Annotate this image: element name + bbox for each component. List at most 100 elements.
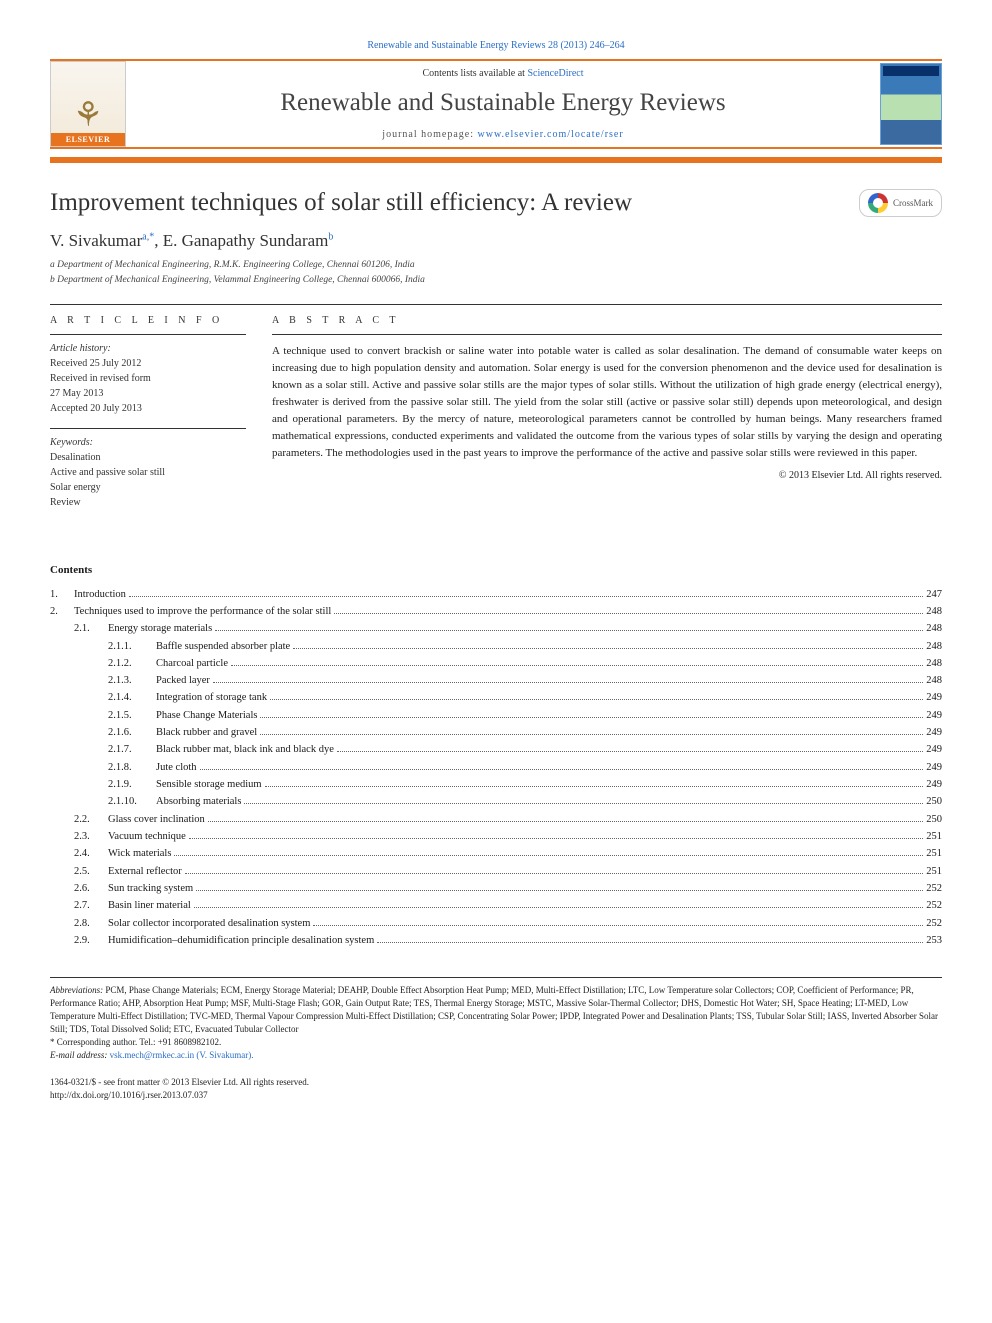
toc-label: Glass cover inclination [108,811,205,828]
toc-page: 249 [926,776,942,793]
history-line: 27 May 2013 [50,386,246,401]
email-label: E-mail address: [50,1050,110,1060]
toc-label: Humidification–dehumidification principl… [108,932,374,949]
keyword: Review [50,495,246,510]
article-history: Article history: Received 25 July 2012Re… [50,334,246,416]
toc-number: 2. [50,603,74,620]
toc-number: 2.1.6. [108,724,156,741]
toc-row: 2.1.4.Integration of storage tank249 [50,689,942,706]
toc-number: 2.1.2. [108,655,156,672]
toc-label: Energy storage materials [108,620,212,637]
article-info-head: A R T I C L E I N F O [50,315,246,326]
toc-leader [213,675,923,683]
toc-label: Sensible storage medium [156,776,262,793]
toc-row: 2.4.Wick materials251 [50,845,942,862]
toc-row: 2.1.8.Jute cloth249 [50,759,942,776]
history-line: Received in revised form [50,371,246,386]
toc-leader [260,727,923,735]
toc-leader [334,606,923,614]
toc-number: 2.1.1. [108,638,156,655]
toc-number: 2.1.10. [108,793,156,810]
keyword: Solar energy [50,480,246,495]
abbreviations-label: Abbreviations: [50,985,103,995]
toc-row: 2.Techniques used to improve the perform… [50,603,942,620]
authors: V. Sivakumara,*, E. Ganapathy Sundaramb [50,231,942,251]
sciencedirect-link[interactable]: ScienceDirect [527,68,583,79]
issn-line: 1364-0321/$ - see front matter © 2013 El… [50,1076,942,1089]
toc-row: 2.9.Humidification–dehumidification prin… [50,932,942,949]
toc-row: 2.1.6.Black rubber and gravel249 [50,724,942,741]
toc-number: 2.1.5. [108,707,156,724]
toc-number: 2.9. [74,932,108,949]
toc-page: 248 [926,620,942,637]
toc-label: Wick materials [108,845,171,862]
journal-name: Renewable and Sustainable Energy Reviews [134,89,872,117]
orange-rule [50,157,942,163]
toc-row: 2.1.7.Black rubber mat, black ink and bl… [50,741,942,758]
toc-page: 251 [926,845,942,862]
toc-page: 248 [926,638,942,655]
journal-header: ⚘ ELSEVIER Contents lists available at S… [50,59,942,149]
top-journal-link[interactable]: Renewable and Sustainable Energy Reviews… [367,40,624,51]
toc-row: 2.1.9.Sensible storage medium249 [50,776,942,793]
toc-page: 247 [926,586,942,603]
toc-label: Introduction [74,586,126,603]
abstract-head: A B S T R A C T [272,315,942,326]
bottom-meta: 1364-0321/$ - see front matter © 2013 El… [50,1076,942,1101]
toc-leader [231,657,923,665]
contents-available-line: Contents lists available at ScienceDirec… [134,68,872,79]
article-title: Improvement techniques of solar still ef… [50,189,859,217]
toc-row: 2.5.External reflector251 [50,863,942,880]
crossmark-badge[interactable]: CrossMark [859,189,942,217]
toc-label: Absorbing materials [156,793,241,810]
toc-page: 248 [926,672,942,689]
toc-label: Vacuum technique [108,828,186,845]
toc-leader [377,934,923,942]
elsevier-tree-icon: ⚘ [73,99,103,133]
toc-page: 250 [926,811,942,828]
affiliation: a Department of Mechanical Engineering, … [50,259,942,272]
toc-page: 251 [926,863,942,880]
toc-page: 248 [926,655,942,672]
toc-leader [200,761,924,769]
toc-number: 2.6. [74,880,108,897]
toc-label: Techniques used to improve the performan… [74,603,331,620]
corr-email-link[interactable]: vsk.mech@rmkec.ac.in (V. Sivakumar). [110,1050,254,1060]
abbreviations-text: PCM, Phase Change Materials; ECM, Energy… [50,985,938,1034]
toc-label: Phase Change Materials [156,707,257,724]
toc-number: 2.5. [74,863,108,880]
toc-page: 253 [926,932,942,949]
toc-number: 2.2. [74,811,108,828]
toc-label: Sun tracking system [108,880,193,897]
toc-row: 2.2.Glass cover inclination 250 [50,811,942,828]
corresponding-author: * Corresponding author. Tel.: +91 860898… [50,1036,942,1049]
journal-cover-thumb [880,63,942,145]
author-1: V. Sivakumar [50,231,142,250]
toc-number: 1. [50,586,74,603]
toc-leader [244,796,923,804]
toc-page: 249 [926,741,942,758]
toc-leader [208,813,923,821]
toc-row: 1.Introduction 247 [50,586,942,603]
toc-page: 250 [926,793,942,810]
toc-page: 249 [926,707,942,724]
toc-row: 2.7.Basin liner material252 [50,897,942,914]
keyword: Active and passive solar still [50,465,246,480]
journal-homepage-link[interactable]: www.elsevier.com/locate/rser [478,129,624,140]
toc-page: 252 [926,880,942,897]
toc-number: 2.3. [74,828,108,845]
toc-row: 2.6.Sun tracking system 252 [50,880,942,897]
footnotes: Abbreviations: PCM, Phase Change Materia… [50,977,942,1062]
crossmark-label: CrossMark [893,198,933,208]
toc-page: 249 [926,759,942,776]
toc-page: 249 [926,689,942,706]
toc-number: 2.1.7. [108,741,156,758]
toc-leader [270,692,923,700]
toc-label: Jute cloth [156,759,197,776]
toc-page: 252 [926,897,942,914]
toc-leader [313,917,923,925]
toc-row: 2.3.Vacuum technique251 [50,828,942,845]
toc-label: Basin liner material [108,897,191,914]
toc-page: 248 [926,603,942,620]
contents-heading: Contents [50,564,942,576]
